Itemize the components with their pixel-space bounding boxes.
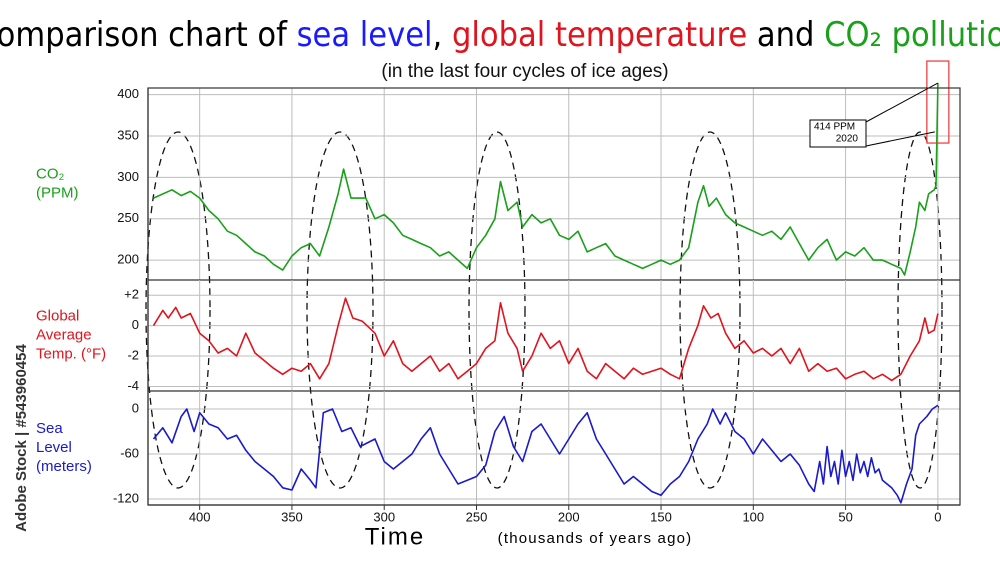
y-tick-label: 300 (117, 169, 139, 184)
y-axis-label: Level (36, 439, 72, 456)
x-axis-label: Time (365, 523, 425, 550)
data-line (152, 404, 939, 504)
cycle-ellipse (468, 131, 526, 489)
x-tick-label: 0 (934, 509, 941, 524)
x-tick-label: 100 (742, 509, 764, 524)
chart-title: Comparison chart of sea level, global te… (0, 15, 1000, 55)
cycle-ellipse (679, 131, 741, 489)
y-tick-label: 350 (117, 127, 139, 142)
y-tick-label: -120 (113, 490, 139, 505)
y-tick-label: -2 (127, 347, 139, 362)
y-axis-label: Temp. (°F) (36, 345, 106, 362)
annotation-text: 2020 (836, 134, 859, 145)
cycle-ellipses (145, 131, 943, 489)
x-tick-label: 150 (650, 509, 672, 524)
title-part: sea level (297, 15, 433, 55)
y-axis-label: Average (36, 326, 92, 343)
plot-frame (147, 87, 961, 506)
y-axis-label: Global (36, 307, 79, 324)
subtitle: (in the last four cycles of ice ages) (381, 61, 668, 82)
annotation-arrow (865, 82, 939, 123)
annotation-arrow (865, 131, 935, 147)
data-line (152, 297, 939, 382)
highlight-box (926, 60, 950, 144)
x-tick-label: 200 (558, 509, 580, 524)
watermark: Adobe Stock | #543960454 (13, 344, 30, 532)
y-tick-label: -4 (127, 378, 139, 393)
cycle-ellipse (897, 131, 943, 489)
annotation-text: 414 PPM (814, 122, 855, 133)
y-tick-label: -60 (120, 445, 139, 460)
y-tick-label: 200 (117, 252, 139, 267)
y-tick-label: 0 (132, 317, 139, 332)
x-tick-label: 300 (373, 509, 395, 524)
data-line (153, 82, 939, 276)
y-tick-label: 250 (117, 210, 139, 225)
y-axis-label: (PPM) (36, 184, 79, 201)
x-axis-label: (thousands of years ago) (498, 530, 693, 547)
x-tick-label: 350 (281, 509, 303, 524)
x-tick-label: 400 (189, 509, 211, 524)
x-tick-label: 250 (466, 509, 488, 524)
x-tick-label: 50 (838, 509, 852, 524)
title-part: Comparison chart of (0, 15, 297, 55)
cycle-ellipse (306, 131, 374, 489)
y-axis-label: (meters) (36, 458, 92, 475)
title-part: global temperature (452, 15, 747, 55)
title-part: and (747, 15, 824, 55)
title-part: , (433, 15, 452, 55)
y-tick-label: 0 (132, 400, 139, 415)
title-part: CO₂ pollution (824, 15, 1000, 55)
y-axis-label: CO₂ (36, 165, 65, 182)
y-tick-label: 400 (117, 86, 139, 101)
y-axis-label: Sea (36, 420, 63, 437)
annotation-box (809, 119, 867, 148)
cycle-ellipse (145, 131, 211, 489)
y-tick-label: +2 (124, 287, 139, 302)
